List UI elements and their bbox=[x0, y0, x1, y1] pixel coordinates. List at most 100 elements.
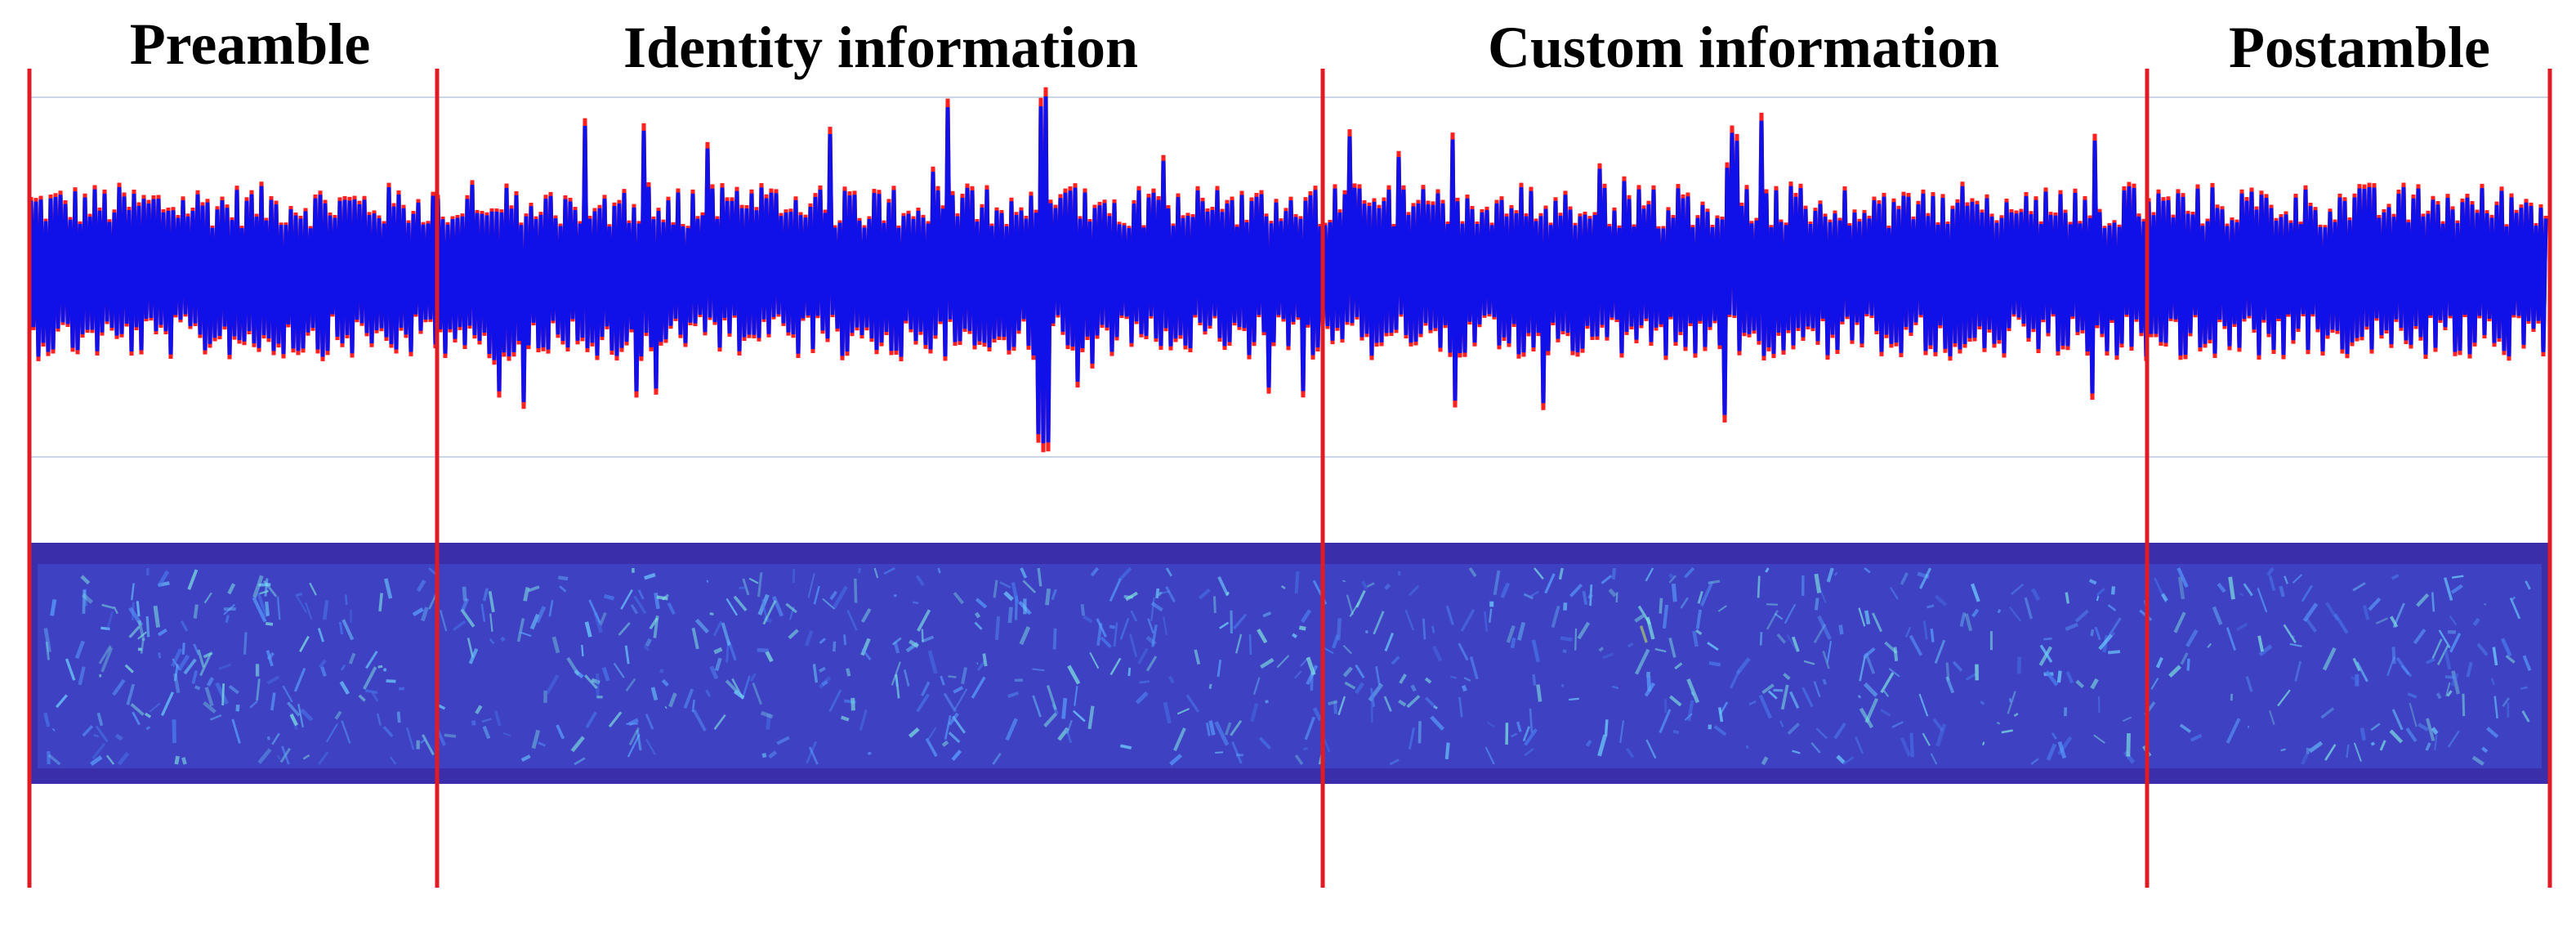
spectrogram-stroke bbox=[1981, 741, 1985, 746]
spectrogram-stroke bbox=[1560, 636, 1573, 642]
spectrogram-stroke bbox=[1717, 605, 1727, 612]
spectrogram-stroke bbox=[2039, 644, 2053, 663]
spectrogram-stroke bbox=[92, 742, 106, 760]
spectrogram-stroke bbox=[1219, 621, 1230, 629]
spectrogram-stroke bbox=[861, 648, 872, 660]
spectrogram-stroke bbox=[1037, 567, 1042, 587]
spectrogram-stroke bbox=[2405, 727, 2418, 742]
spectrogram-stroke bbox=[822, 598, 836, 610]
spectrogram-stroke bbox=[277, 754, 281, 760]
spectrogram-stroke bbox=[2107, 632, 2115, 642]
spectrogram-stroke bbox=[1369, 687, 1376, 707]
spectrogram-stroke bbox=[2444, 650, 2452, 670]
spectrogram-stroke bbox=[264, 578, 269, 597]
spectrogram-stroke bbox=[1934, 594, 1948, 606]
spectrogram-stroke bbox=[709, 612, 714, 615]
spectrogram-stroke bbox=[1863, 682, 1878, 697]
spectrogram-stroke bbox=[444, 733, 457, 738]
spectrogram-stroke bbox=[846, 668, 851, 677]
spectrogram-stroke bbox=[243, 632, 248, 655]
spectrogram-stroke bbox=[2449, 633, 2462, 653]
spectrogram-stroke bbox=[218, 663, 231, 670]
spectrogram-stroke bbox=[1155, 588, 1160, 599]
spectrogram-stroke bbox=[974, 621, 983, 630]
spectrogram-stroke bbox=[1890, 587, 1899, 600]
spectrogram-stroke bbox=[1810, 742, 1821, 754]
spectrogram-stroke bbox=[1342, 666, 1353, 678]
spectrogram-stroke bbox=[927, 650, 938, 674]
spectrogram-stroke bbox=[318, 659, 327, 669]
spectrogram-stroke bbox=[203, 700, 217, 714]
spectrogram-stroke bbox=[2370, 741, 2375, 746]
spectrogram-stroke bbox=[846, 609, 858, 631]
spectrogram-stroke bbox=[1654, 647, 1667, 653]
spectrogram-stroke bbox=[1945, 676, 1955, 694]
spectrogram-stroke bbox=[633, 595, 647, 615]
spectrogram-stroke bbox=[406, 727, 415, 750]
spectrogram-stroke bbox=[2362, 604, 2370, 620]
spectrogram-stroke bbox=[951, 750, 962, 761]
spectrogram-stroke bbox=[1424, 677, 1432, 684]
spectrogram-stroke bbox=[2180, 652, 2189, 665]
spectrogram-stroke bbox=[908, 727, 920, 738]
spectrogram-stroke bbox=[468, 648, 479, 665]
spectrogram-stroke bbox=[416, 580, 426, 593]
spectrogram-stroke bbox=[2186, 658, 2190, 671]
spectrogram-stroke bbox=[1729, 669, 1741, 689]
spectrogram-stroke bbox=[545, 674, 560, 695]
spectrogram-stroke bbox=[257, 748, 272, 764]
spectrogram-stroke bbox=[1165, 585, 1176, 603]
spectrogram-stroke bbox=[96, 712, 104, 727]
spectrogram-stroke bbox=[289, 714, 299, 727]
spectrogram-stroke bbox=[1087, 705, 1095, 730]
spectrogram-stroke bbox=[181, 642, 185, 655]
spectrogram-stroke bbox=[1776, 633, 1787, 644]
spectrogram-stroke bbox=[98, 645, 112, 665]
spectrogram-stroke bbox=[999, 581, 1011, 589]
spectrogram-stroke bbox=[266, 675, 280, 685]
spectrogram-stroke bbox=[78, 666, 86, 686]
spectrogram-stroke bbox=[1113, 622, 1118, 647]
spectrogram-stroke bbox=[1431, 645, 1443, 662]
spectrogram-stroke bbox=[396, 711, 401, 723]
spectrogram-stroke bbox=[2284, 575, 2288, 584]
spectrogram-stroke bbox=[2522, 655, 2532, 672]
spectrogram-stroke bbox=[1864, 610, 1871, 625]
spectrogram-stroke bbox=[1918, 693, 1929, 717]
spectrogram-stroke bbox=[2505, 654, 2516, 664]
spectrogram-stroke bbox=[1717, 707, 1724, 723]
spectrogram-stroke bbox=[1659, 598, 1663, 614]
spectrogram-stroke bbox=[2389, 729, 2404, 744]
spectrogram-stroke bbox=[1864, 697, 1879, 723]
spectrogram-stroke bbox=[2257, 635, 2264, 652]
spectrogram-stroke bbox=[1304, 716, 1315, 741]
spectrogram-stroke bbox=[2277, 689, 2291, 707]
spectrogram-stroke bbox=[1469, 656, 1479, 680]
section-label: Custom information bbox=[1488, 15, 1999, 80]
spectrogram-stroke bbox=[1803, 660, 1815, 665]
spectrogram-stroke bbox=[645, 638, 652, 647]
spectrogram-stroke bbox=[873, 567, 879, 579]
waveform-trace bbox=[29, 96, 2548, 444]
spectrogram-stroke bbox=[2375, 617, 2389, 624]
spectrogram-stroke bbox=[1854, 736, 1864, 754]
spectrogram-stroke bbox=[819, 666, 826, 673]
spectrogram-stroke bbox=[2443, 577, 2453, 601]
spectrogram-stroke bbox=[1888, 668, 1900, 678]
spectrogram-stroke bbox=[1463, 677, 1471, 682]
spectrogram-stroke bbox=[1090, 566, 1100, 577]
spectrogram-stroke bbox=[559, 585, 567, 593]
spectrogram-stroke bbox=[223, 603, 235, 615]
spectrogram-stroke bbox=[2301, 584, 2313, 602]
spectrogram-stroke bbox=[2268, 575, 2276, 592]
spectrogram-stroke bbox=[921, 629, 924, 642]
spectrogram-stroke bbox=[1791, 636, 1800, 652]
spectrogram-stroke bbox=[2520, 686, 2529, 691]
spectrogram-stroke bbox=[749, 673, 757, 682]
spectrogram-stroke bbox=[1306, 656, 1316, 676]
spectrogram-stroke bbox=[2308, 741, 2324, 754]
spectrogram-stroke bbox=[1523, 593, 1534, 600]
spectrogram-stroke bbox=[2257, 588, 2268, 613]
spectrogram-stroke bbox=[2493, 696, 2498, 719]
spectrogram-stroke bbox=[2289, 642, 2302, 647]
